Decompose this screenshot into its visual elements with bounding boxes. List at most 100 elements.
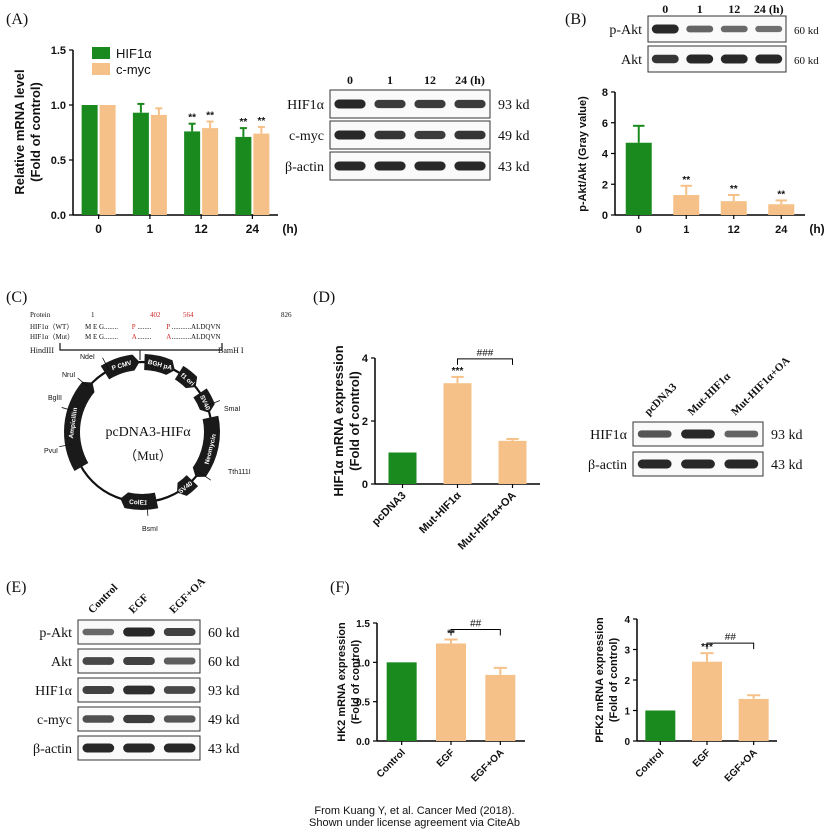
- blot-kd-label: 43 kd: [208, 742, 240, 757]
- y-tick-label: 0: [362, 479, 368, 491]
- x-tick-label: EGF+OA: [723, 747, 760, 784]
- blot-row-label: Akt: [621, 53, 642, 68]
- x-tick-label: pcDNA3: [370, 490, 409, 529]
- blot-band: [123, 657, 155, 665]
- y-tick-label: 0.5: [356, 698, 370, 709]
- blot-kd-label: 93 kd: [771, 428, 803, 443]
- blot-band: [686, 25, 714, 33]
- plasmid-feature-arrow: [192, 415, 220, 477]
- lane-label: 12: [728, 2, 740, 16]
- sequence-row-label: HIF1α（Mut）: [30, 333, 74, 341]
- blot-band: [454, 130, 486, 140]
- blot-kd-label: 49 kd: [498, 129, 530, 144]
- bar: [625, 142, 652, 215]
- y-axis-title: HIF1α mRNA expression: [331, 345, 346, 496]
- comparison-bracket: [706, 642, 755, 650]
- sequence-segment: M E G........: [85, 333, 118, 341]
- blot-kd-label: 60 kd: [208, 626, 240, 641]
- blot-band: [123, 685, 155, 695]
- protein-position: 826: [281, 311, 292, 319]
- bar: [253, 133, 270, 215]
- y-tick-label: 0.0: [356, 737, 370, 748]
- protein-position: 1: [91, 311, 95, 319]
- significance-label: **: [188, 113, 196, 124]
- lane-label: 24 (h): [754, 2, 784, 16]
- bar: [202, 128, 219, 215]
- sequence-segment: P: [132, 323, 136, 331]
- legend-swatch: [92, 63, 110, 75]
- panel-letter-E: (E): [6, 579, 26, 596]
- blot-kd-label: 43 kd: [498, 160, 530, 175]
- significance-label: **: [239, 117, 247, 128]
- blot-band: [651, 54, 679, 64]
- blot-kd-label: 60 kd: [208, 655, 240, 670]
- y-tick-label: 4: [624, 615, 630, 626]
- lane-label: Mut-HIF1α+OA: [729, 355, 793, 419]
- plasmid-feature-arrow: [177, 475, 199, 496]
- restriction-site-tick: [77, 377, 89, 388]
- plasmid-name: pcDNA3-HIFα: [105, 425, 191, 440]
- sequence-segment: ........: [137, 333, 151, 341]
- bar: [692, 661, 722, 741]
- blot-row-label: c-myc: [37, 713, 72, 728]
- significance-label: **: [682, 175, 690, 186]
- y-tick-label: 0: [624, 737, 630, 748]
- comparison-bracket: [450, 629, 501, 636]
- blot-band: [651, 24, 679, 34]
- x-tick-label: EGF: [691, 747, 713, 769]
- y-axis-title: (Fold of control): [347, 371, 362, 471]
- blot-band: [82, 628, 115, 636]
- lane-label: 1: [697, 2, 703, 16]
- blot-kd-label: 60 kd: [794, 25, 819, 37]
- blot-row-label: β-actin: [33, 742, 72, 757]
- lane-label: 12: [424, 73, 436, 87]
- blot-band: [681, 429, 715, 439]
- plasmid-feature-arrow: [144, 354, 175, 375]
- blot-band: [755, 54, 783, 64]
- bar: [235, 136, 252, 215]
- credit-line-2: Shown under license agreement via CiteAb: [309, 817, 520, 829]
- y-tick-label: 3: [624, 646, 630, 657]
- blot-band: [374, 161, 406, 171]
- restriction-site-tick: [59, 443, 74, 447]
- blot-band: [681, 459, 715, 469]
- y-axis-title: PFK2 mRNA expression: [594, 617, 606, 743]
- y-tick-label: 1.0: [51, 100, 66, 112]
- bar: [388, 452, 417, 484]
- blot-band: [724, 430, 759, 438]
- x-tick-label: Control: [634, 747, 667, 780]
- restriction-site-tick: [102, 357, 110, 371]
- sequence-segment: ........: [137, 323, 151, 331]
- y-axis-title: (Fold of control): [350, 640, 362, 725]
- comparison-bracket: [457, 358, 513, 365]
- plasmid-feature-label: ColE1: [129, 499, 148, 507]
- restriction-site-tick: [61, 407, 76, 412]
- restriction-site-label: PvuI: [44, 448, 58, 455]
- sequence-row-label: HIF1α（WT）: [30, 323, 73, 331]
- y-tick-label: 2: [624, 676, 630, 687]
- significance-label: **: [257, 116, 265, 127]
- blot-band: [720, 54, 748, 64]
- protein-label: Protein: [30, 311, 51, 319]
- blot-row-label: p-Akt: [609, 23, 642, 38]
- plasmid-variant: （Mut）: [124, 448, 172, 463]
- x-tick-label: 12: [728, 224, 740, 236]
- y-tick-label: 1.0: [356, 658, 370, 669]
- y-axis-title: HK2 mRNA expression: [336, 622, 348, 742]
- restriction-site-label: SmaI: [224, 406, 240, 413]
- sequence-segment: ...........ALDQVN: [172, 323, 221, 331]
- x-tick-label: 0: [636, 224, 642, 236]
- significance-label: **: [206, 111, 214, 122]
- blot-band: [454, 161, 486, 171]
- lane-label: 0: [347, 73, 353, 87]
- blot-kd-label: 93 kd: [208, 684, 240, 699]
- restriction-site-tick: [199, 471, 212, 481]
- protein-position: 402: [150, 311, 161, 319]
- blot-row-label: c-myc: [289, 129, 324, 144]
- x-tick-label: 1: [147, 222, 154, 236]
- lane-label: EGF+OA: [167, 576, 208, 617]
- significance-label: **: [730, 184, 738, 195]
- bar: [132, 112, 149, 215]
- sequence-segment: M E G........: [85, 323, 118, 331]
